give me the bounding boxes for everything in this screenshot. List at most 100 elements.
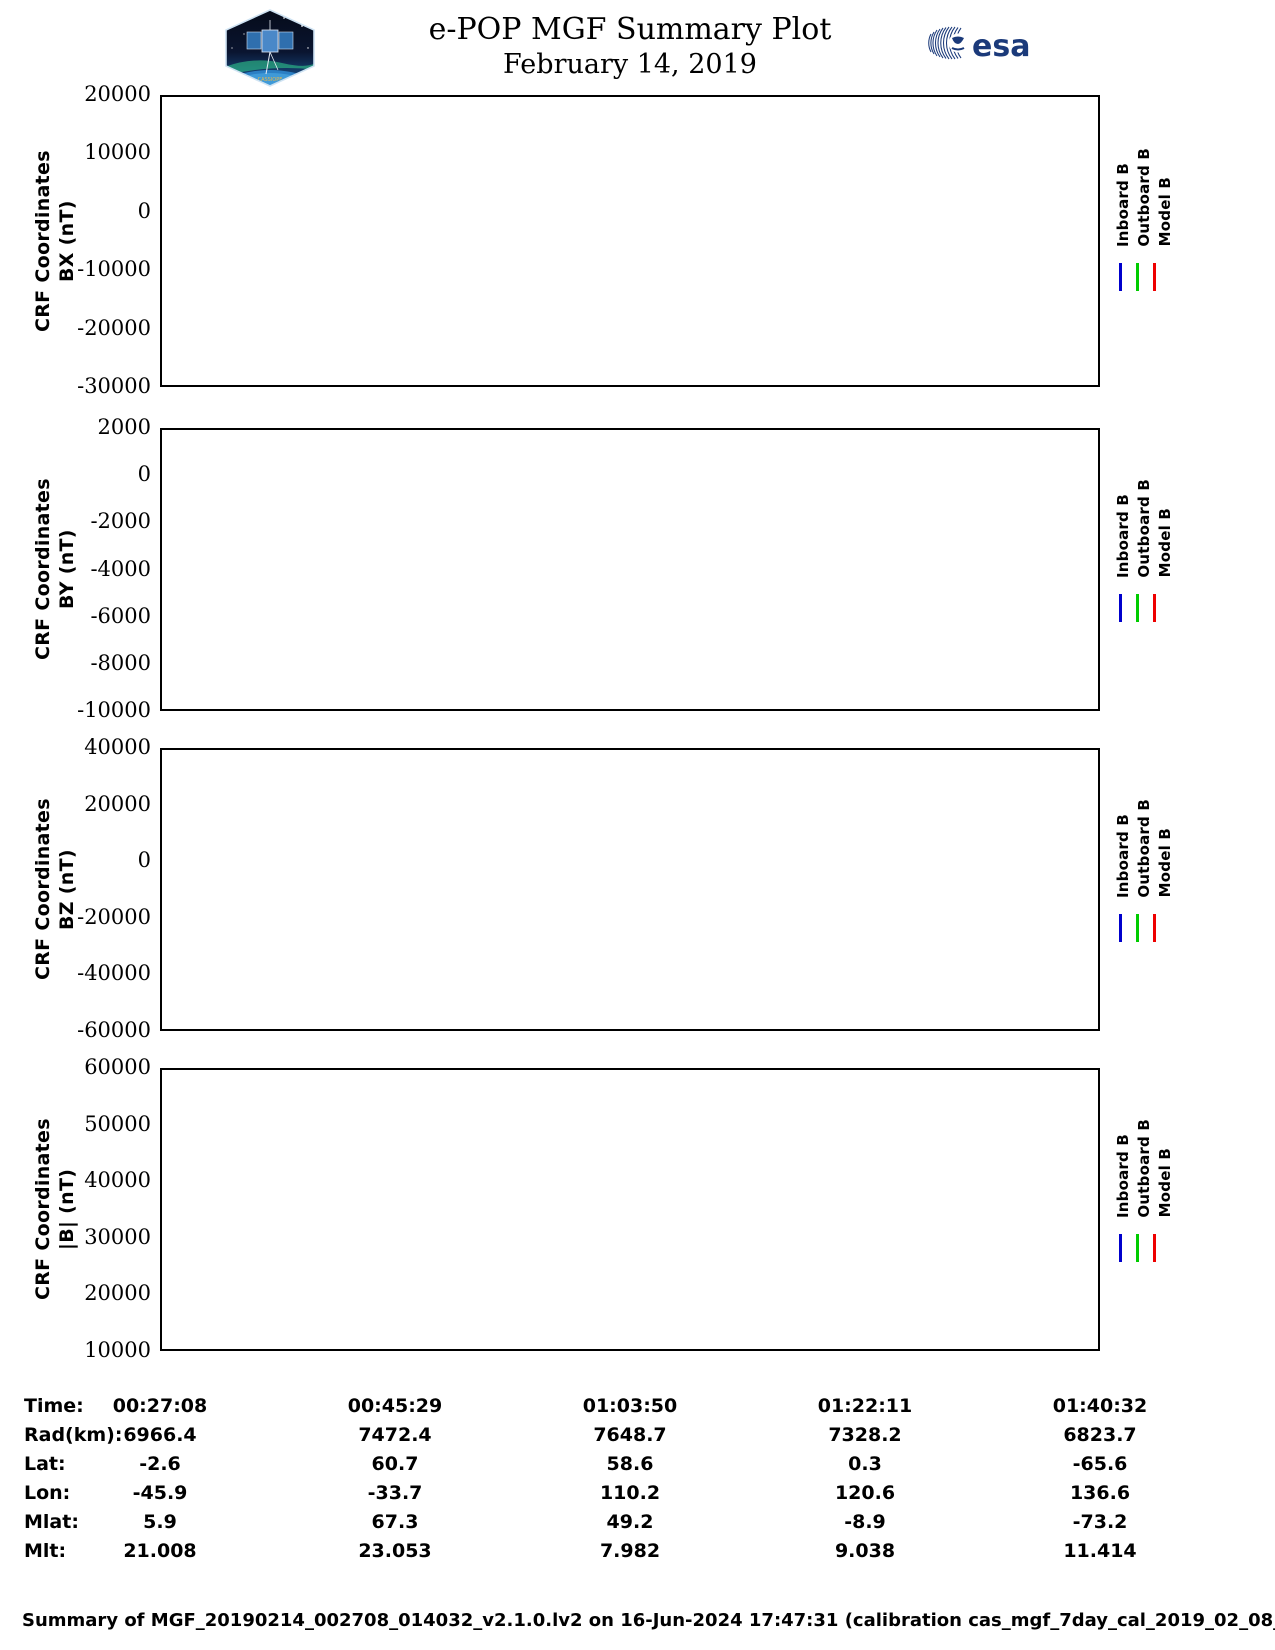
legend-swatch-inboard-b: [1119, 262, 1122, 291]
y-axis-title-primary: CRF Coordinates: [32, 478, 54, 661]
ephemeris-value: 7328.2: [828, 1424, 902, 1446]
legend: Inboard B Outboard B Model B: [1114, 799, 1174, 942]
y-axis-title-units: BZ (nT): [56, 849, 78, 930]
ephemeris-row: Mlt: 21.008 23.053 7.982 9.038 11.414: [0, 1540, 1275, 1569]
ephemeris-row-label: Time:: [24, 1395, 84, 1417]
ephemeris-value: 136.6: [1069, 1482, 1131, 1504]
y-axis-title-units: |B| (nT): [56, 1168, 78, 1251]
ephemeris-value: 21.008: [123, 1540, 197, 1562]
page-header: CASSIOPE e-POP MGF Summary Plot February…: [0, 0, 1275, 92]
y-tick-label: 0: [137, 848, 151, 873]
ephemeris-value: 11.414: [1063, 1540, 1137, 1562]
ephemeris-value: 0.3: [848, 1453, 882, 1475]
ephemeris-value: 7.982: [599, 1540, 661, 1562]
ephemeris-value: 01:40:32: [1052, 1395, 1148, 1417]
plot-frame: [160, 95, 1100, 387]
legend-label-outboard-b: Outboard B: [1135, 1119, 1153, 1218]
y-axis-title-primary: CRF Coordinates: [32, 798, 54, 981]
y-tick-label: -40000: [77, 961, 151, 986]
y-tick-label: -4000: [90, 556, 151, 581]
legend-swatch-inboard-b: [1119, 593, 1122, 622]
legend-swatch-outboard-b: [1136, 262, 1139, 291]
ephemeris-value: -8.9: [844, 1511, 886, 1533]
y-tick-label: -6000: [90, 603, 151, 628]
legend-label-outboard-b: Outboard B: [1135, 479, 1153, 578]
ephemeris-row-label: Mlat:: [24, 1511, 79, 1533]
legend-label-inboard-b: Inboard B: [1114, 813, 1132, 898]
y-axis-title-primary: CRF Coordinates: [32, 150, 54, 332]
y-tick-label: 10000: [84, 1338, 151, 1362]
legend-swatch-model-b: [1153, 593, 1156, 622]
page-subtitle: February 14, 2019: [503, 49, 757, 80]
y-tick-label: -20000: [77, 904, 151, 929]
y-tick-label: 20000: [84, 1281, 151, 1306]
ephemeris-value: 23.053: [358, 1540, 432, 1562]
footer-provenance: Summary of MGF_20190214_002708_014032_v2…: [22, 1610, 1275, 1631]
ephemeris-row: Mlat: 5.9 67.3 49.2 -8.9 -73.2: [0, 1511, 1275, 1540]
y-tick-label: 20000: [84, 82, 151, 106]
y-axis-title-units: BY (nT): [56, 529, 78, 610]
ephemeris-row: Rad(km): 6966.4 7472.4 7648.7 7328.2 6823.7: [0, 1424, 1275, 1453]
legend-label-model-b: Model B: [1156, 508, 1174, 578]
legend-label-inboard-b: Inboard B: [1114, 162, 1132, 247]
legend-swatch-outboard-b: [1136, 1233, 1139, 1262]
ephemeris-value: 00:27:08: [112, 1395, 208, 1417]
y-tick-label: 60000: [84, 1055, 151, 1079]
plot-panel-bz: 40000 20000 0 -20000 -40000 -60000 CRF Coordin…: [32, 737, 1174, 1041]
legend-swatch-outboard-b: [1136, 593, 1139, 622]
y-tick-label: 20000: [84, 791, 151, 816]
legend-swatch-model-b: [1153, 1233, 1156, 1262]
ephemeris-value: -33.7: [367, 1482, 423, 1504]
legend: Inboard B Outboard B Model B: [1114, 1119, 1174, 1262]
legend: Inboard B Outboard B Model B: [1114, 148, 1174, 291]
y-tick-label: -60000: [77, 1018, 151, 1042]
legend-label-model-b: Model B: [1156, 828, 1174, 898]
ephemeris-row-label: Lat:: [24, 1453, 66, 1475]
legend-swatch-inboard-b: [1119, 913, 1122, 942]
ephemeris-value: 58.6: [606, 1453, 654, 1475]
y-tick-label: 40000: [84, 735, 151, 759]
legend: Inboard B Outboard B Model B: [1114, 479, 1174, 622]
ephemeris-value: 7648.7: [593, 1424, 667, 1446]
ephemeris-table: Time: 00:27:08 00:45:29 01:03:50 01:22:11 01:…: [0, 1395, 1275, 1569]
legend-label-model-b: Model B: [1156, 177, 1174, 247]
legend-label-model-b: Model B: [1156, 1148, 1174, 1218]
legend-swatch-model-b: [1153, 262, 1156, 291]
y-tick-label: 30000: [84, 1224, 151, 1249]
y-tick-label: -30000: [77, 374, 151, 398]
ephemeris-value: -65.6: [1072, 1453, 1128, 1475]
y-tick-label: 2000: [97, 415, 151, 439]
ephemeris-value: 9.038: [834, 1540, 896, 1562]
esa-logo: esa: [925, 22, 1045, 68]
y-axis-title-primary: CRF Coordinates: [32, 1118, 54, 1301]
y-tick-label: -20000: [77, 315, 151, 340]
y-tick-label: 10000: [84, 140, 151, 165]
y-tick-label: 0: [137, 198, 151, 223]
svg-text:esa: esa: [972, 29, 1030, 64]
legend-label-outboard-b: Outboard B: [1135, 799, 1153, 898]
ephemeris-value: 00:45:29: [347, 1395, 443, 1417]
ephemeris-value: 120.6: [834, 1482, 896, 1504]
ephemeris-value: 7472.4: [358, 1424, 432, 1446]
y-tick-label: -8000: [90, 650, 151, 675]
ephemeris-row-label: Rad(km):: [24, 1424, 123, 1446]
plot-panel-by: 2000 0 -2000 -4000 -6000 -8000 -10000 CRF Coord…: [32, 417, 1174, 721]
plot-frame: [160, 428, 1100, 711]
plot-panel-bx: 20000 10000 0 -10000 -20000 -30000 CRF Coordin…: [32, 84, 1174, 397]
y-tick-label: -10000: [77, 698, 151, 722]
legend-swatch-model-b: [1153, 913, 1156, 942]
page-title: e-POP MGF Summary Plot: [428, 12, 832, 47]
ephemeris-value: 01:22:11: [817, 1395, 913, 1417]
ephemeris-row-label: Mlt:: [24, 1540, 67, 1562]
ephemeris-value: -73.2: [1072, 1511, 1128, 1533]
y-tick-label: -10000: [77, 257, 151, 282]
ephemeris-row: Lat: -2.6 60.7 58.6 0.3 -65.6: [0, 1453, 1275, 1482]
plot-frame: [160, 748, 1100, 1031]
ephemeris-row: Time: 00:27:08 00:45:29 01:03:50 01:22:11 01:…: [0, 1395, 1275, 1424]
y-tick-label: 50000: [84, 1111, 151, 1136]
ephemeris-value: 60.7: [371, 1453, 419, 1475]
legend-label-outboard-b: Outboard B: [1135, 148, 1153, 247]
legend-swatch-inboard-b: [1119, 1233, 1122, 1262]
ephemeris-value: 5.9: [143, 1511, 177, 1533]
ephemeris-value: -45.9: [132, 1482, 188, 1504]
